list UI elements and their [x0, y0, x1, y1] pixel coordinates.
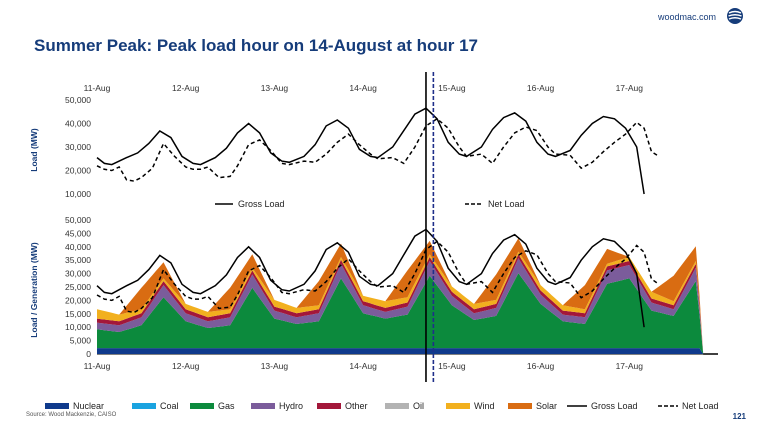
top-x-tick-label: 15-Aug	[438, 83, 466, 93]
bottom-x-tick-label: 16-Aug	[527, 361, 555, 371]
top-x-tick-label: 16-Aug	[527, 83, 555, 93]
page-number: 121	[732, 412, 746, 421]
legend-bottom-label: Oil	[413, 401, 424, 411]
top-x-tick-label: 14-Aug	[349, 83, 377, 93]
legend-bottom-label: Wind	[474, 401, 495, 411]
legend-swatch-coal	[132, 403, 156, 409]
top-series-gross-load	[96, 107, 645, 195]
top-y-tick-label: 20,000	[65, 166, 91, 176]
bottom-y-tick-label: 20,000	[65, 295, 91, 305]
legend-swatch-other	[317, 403, 341, 409]
legend-bottom-label: Other	[345, 401, 368, 411]
bottom-y-tick-label: 0	[86, 349, 91, 359]
top-y-axis-label: Load (MW)	[29, 128, 39, 172]
area-solar	[97, 238, 704, 354]
top-y-axis: 10,000 20,000 30,000 40,000 50,000	[65, 95, 91, 199]
area-hydro	[97, 258, 704, 354]
top-plot	[96, 107, 660, 195]
peak-markers	[425, 72, 435, 382]
legend-top-label: Gross Load	[238, 199, 285, 209]
source-note: Source: Wood Mackenzie, CAISO	[26, 412, 117, 418]
area-wind	[97, 251, 704, 354]
bottom-x-tick-label: 15-Aug	[438, 361, 466, 371]
legend-bottom-label: Coal	[160, 401, 179, 411]
bottom-y-tick-label: 35,000	[65, 255, 91, 265]
top-y-tick-label: 10,000	[65, 189, 91, 199]
legend-swatch-solar	[508, 403, 532, 409]
bottom-y-tick-label: 5,000	[70, 336, 92, 346]
bottom-x-tick-label: 13-Aug	[261, 361, 289, 371]
bottom-y-tick-label: 50,000	[65, 215, 91, 225]
bottom-x-tick-label: 12-Aug	[172, 361, 200, 371]
legend-bottom-label: Gas	[218, 401, 235, 411]
top-x-tick-label: 13-Aug	[261, 83, 289, 93]
legend-swatch-hydro	[251, 403, 275, 409]
area-nuclear	[97, 348, 704, 354]
bottom-y-tick-label: 40,000	[65, 242, 91, 252]
area-gas	[97, 273, 704, 354]
top-y-tick-label: 30,000	[65, 142, 91, 152]
bottom-y-tick-label: 25,000	[65, 282, 91, 292]
globe-logo-icon[interactable]	[726, 7, 744, 30]
top-legend: Gross Load Net Load	[215, 199, 525, 209]
bottom-y-axis: 0 5,000 10,000 15,000 20,000 25,000 30,000 35,0…	[65, 215, 91, 359]
legend-bottom-label: Hydro	[279, 401, 303, 411]
top-x-axis: 11-Aug 12-Aug 13-Aug 14-Aug 15-Aug 16-Aug 17-A…	[84, 83, 644, 93]
top-y-tick-label: 40,000	[65, 119, 91, 129]
top-x-tick-label: 12-Aug	[172, 83, 200, 93]
top-series-net-load	[96, 117, 660, 182]
bottom-y-tick-label: 10,000	[65, 322, 91, 332]
legend-swatch-oil	[385, 403, 409, 409]
brand-text[interactable]: woodmac.com	[657, 12, 716, 22]
top-y-tick-label: 50,000	[65, 95, 91, 105]
bottom-y-axis-label: Load / Generation (MW)	[29, 242, 39, 338]
bottom-x-tick-label: 17-Aug	[616, 361, 644, 371]
bottom-plot-areas	[97, 238, 704, 354]
legend-top-label: Net Load	[488, 199, 525, 209]
legend-bottom-label: Net Load	[682, 401, 719, 411]
bottom-y-tick-label: 30,000	[65, 269, 91, 279]
bottom-y-tick-label: 15,000	[65, 309, 91, 319]
bottom-x-axis: 11-Aug 12-Aug 13-Aug 14-Aug 15-Aug 16-Aug 17-A…	[84, 353, 718, 371]
legend-swatch-gas	[190, 403, 214, 409]
legend-bottom-label: Solar	[536, 401, 557, 411]
top-x-tick-label: 11-Aug	[84, 83, 111, 93]
legend-swatch-nuclear	[45, 403, 69, 409]
bottom-series-net-load	[96, 240, 660, 314]
bottom-legend: Nuclear Coal Gas Hydro Other Oil Wind Solar Gros…	[45, 401, 719, 411]
page-title: Summer Peak: Peak load hour on 14-August…	[34, 36, 478, 55]
bottom-x-tick-label: 14-Aug	[349, 361, 377, 371]
bottom-y-tick-label: 45,000	[65, 228, 91, 238]
bottom-x-tick-label: 11-Aug	[84, 361, 111, 371]
top-x-tick-label: 17-Aug	[616, 83, 644, 93]
bottom-plot-lines	[96, 228, 718, 355]
legend-bottom-label: Nuclear	[73, 401, 104, 411]
area-other	[97, 254, 704, 354]
legend-swatch-wind	[446, 403, 470, 409]
legend-bottom-label: Gross Load	[591, 401, 638, 411]
bottom-series-gross-load	[96, 228, 645, 328]
